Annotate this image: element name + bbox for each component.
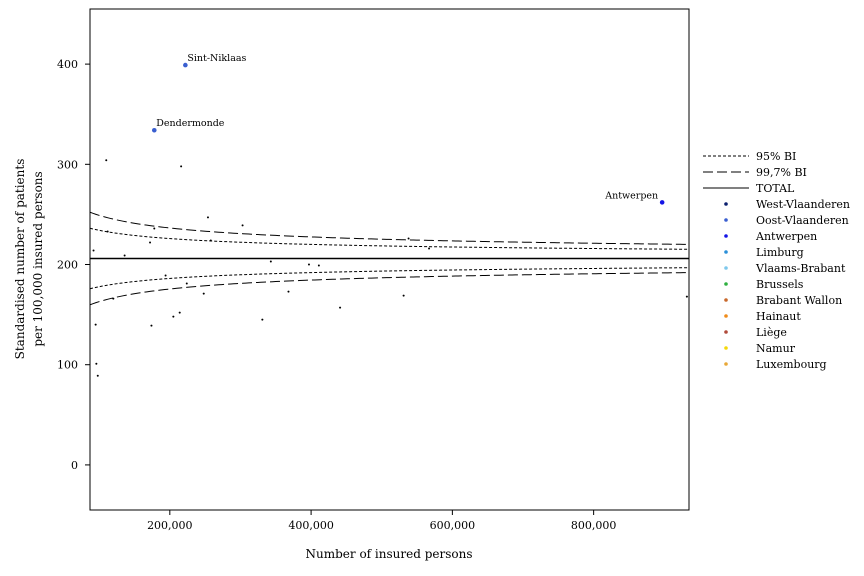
legend-label: Luxembourg (756, 358, 827, 371)
legend-dot-swatch (724, 266, 728, 270)
y-axis-title-line-2: per 100,000 insured persons (31, 171, 45, 346)
legend-dot-swatch (724, 362, 728, 366)
y-tick-label: 0 (71, 459, 78, 472)
legend-label: Brabant Wallon (756, 294, 842, 307)
x-tick-label: 400,000 (288, 519, 334, 532)
data-point (95, 362, 98, 365)
data-point (178, 311, 181, 314)
band-95-upper (90, 227, 689, 250)
legend-dot-swatch (724, 202, 728, 206)
data-point (209, 239, 212, 242)
legend-label: Vlaams-Brabant (755, 262, 846, 275)
data-point (150, 324, 153, 327)
legend-label: Hainaut (756, 310, 801, 323)
legend-label: Limburg (756, 246, 804, 259)
data-point (94, 323, 97, 326)
data-point (241, 224, 244, 227)
point-annotations: Sint-Niklaas Dendermonde Antwerpen (151, 53, 665, 205)
y-axis-title-line-1: Standardised number of patients (13, 159, 27, 360)
annotated-point (659, 200, 665, 205)
legend-label: 99,7% BI (756, 166, 807, 179)
data-points (92, 159, 688, 377)
data-point (164, 274, 167, 277)
legend-dot-swatch (724, 218, 728, 222)
legend-dot-swatch (724, 314, 728, 318)
legend-dot-swatch (724, 234, 728, 238)
y-tick-label: 300 (57, 158, 78, 171)
legend-dot-swatch (724, 346, 728, 350)
data-point (123, 254, 126, 257)
legend-label: Antwerpen (755, 230, 817, 243)
y-tick-label: 400 (57, 58, 78, 71)
data-point (202, 292, 205, 295)
data-point (402, 294, 405, 297)
y-tick-label: 200 (57, 259, 78, 272)
legend-dot-swatch (724, 298, 728, 302)
band-95-lower (90, 267, 689, 290)
annotated-point (151, 127, 157, 133)
point-label: Dendermonde (156, 118, 225, 129)
data-point (317, 264, 320, 267)
confidence-bands (90, 211, 689, 306)
data-point (206, 216, 209, 219)
data-point (112, 297, 115, 300)
data-point (149, 241, 152, 244)
data-point (428, 247, 431, 250)
data-point (339, 306, 342, 309)
data-point (287, 290, 290, 293)
data-point (96, 374, 99, 377)
legend-dot-swatch (724, 250, 728, 254)
band-997-upper (90, 211, 689, 245)
x-axis-title: Number of insured persons (306, 547, 473, 561)
data-point (153, 227, 156, 230)
legend-label: Liège (756, 326, 787, 339)
band-997-lower (90, 272, 689, 306)
legend: 95% BI 99,7% BI TOTAL West-Vlaanderen Oost-V… (703, 150, 850, 371)
data-point (172, 315, 175, 318)
legend-label: Namur (756, 342, 796, 355)
data-point (180, 165, 183, 168)
data-point (261, 318, 264, 321)
legend-label: Oost-Vlaanderen (756, 214, 849, 227)
data-point (307, 263, 310, 266)
legend-label: 95% BI (756, 150, 796, 163)
data-point (685, 295, 688, 298)
data-point (106, 230, 109, 233)
x-axis: 200,000 400,000 600,000 800,000 (147, 510, 616, 532)
y-axis: 0 100 200 300 400 (57, 58, 90, 472)
legend-dot-swatch (724, 330, 728, 334)
legend-dot-swatch (724, 282, 728, 286)
x-tick-label: 200,000 (147, 519, 193, 532)
data-point (92, 249, 95, 252)
x-tick-label: 600,000 (430, 519, 476, 532)
legend-label: West-Vlaanderen (756, 198, 850, 211)
point-label: Antwerpen (604, 190, 658, 201)
y-tick-label: 100 (57, 359, 78, 372)
plot-frame (89, 8, 690, 511)
data-point (185, 282, 188, 285)
legend-label: TOTAL (756, 182, 795, 195)
legend-label: Brussels (756, 278, 804, 291)
point-label: Sint-Niklaas (187, 53, 246, 64)
annotated-point (183, 62, 188, 68)
data-point (407, 237, 410, 240)
data-point (269, 260, 272, 263)
x-tick-label: 800,000 (571, 519, 617, 532)
data-point (105, 159, 108, 162)
